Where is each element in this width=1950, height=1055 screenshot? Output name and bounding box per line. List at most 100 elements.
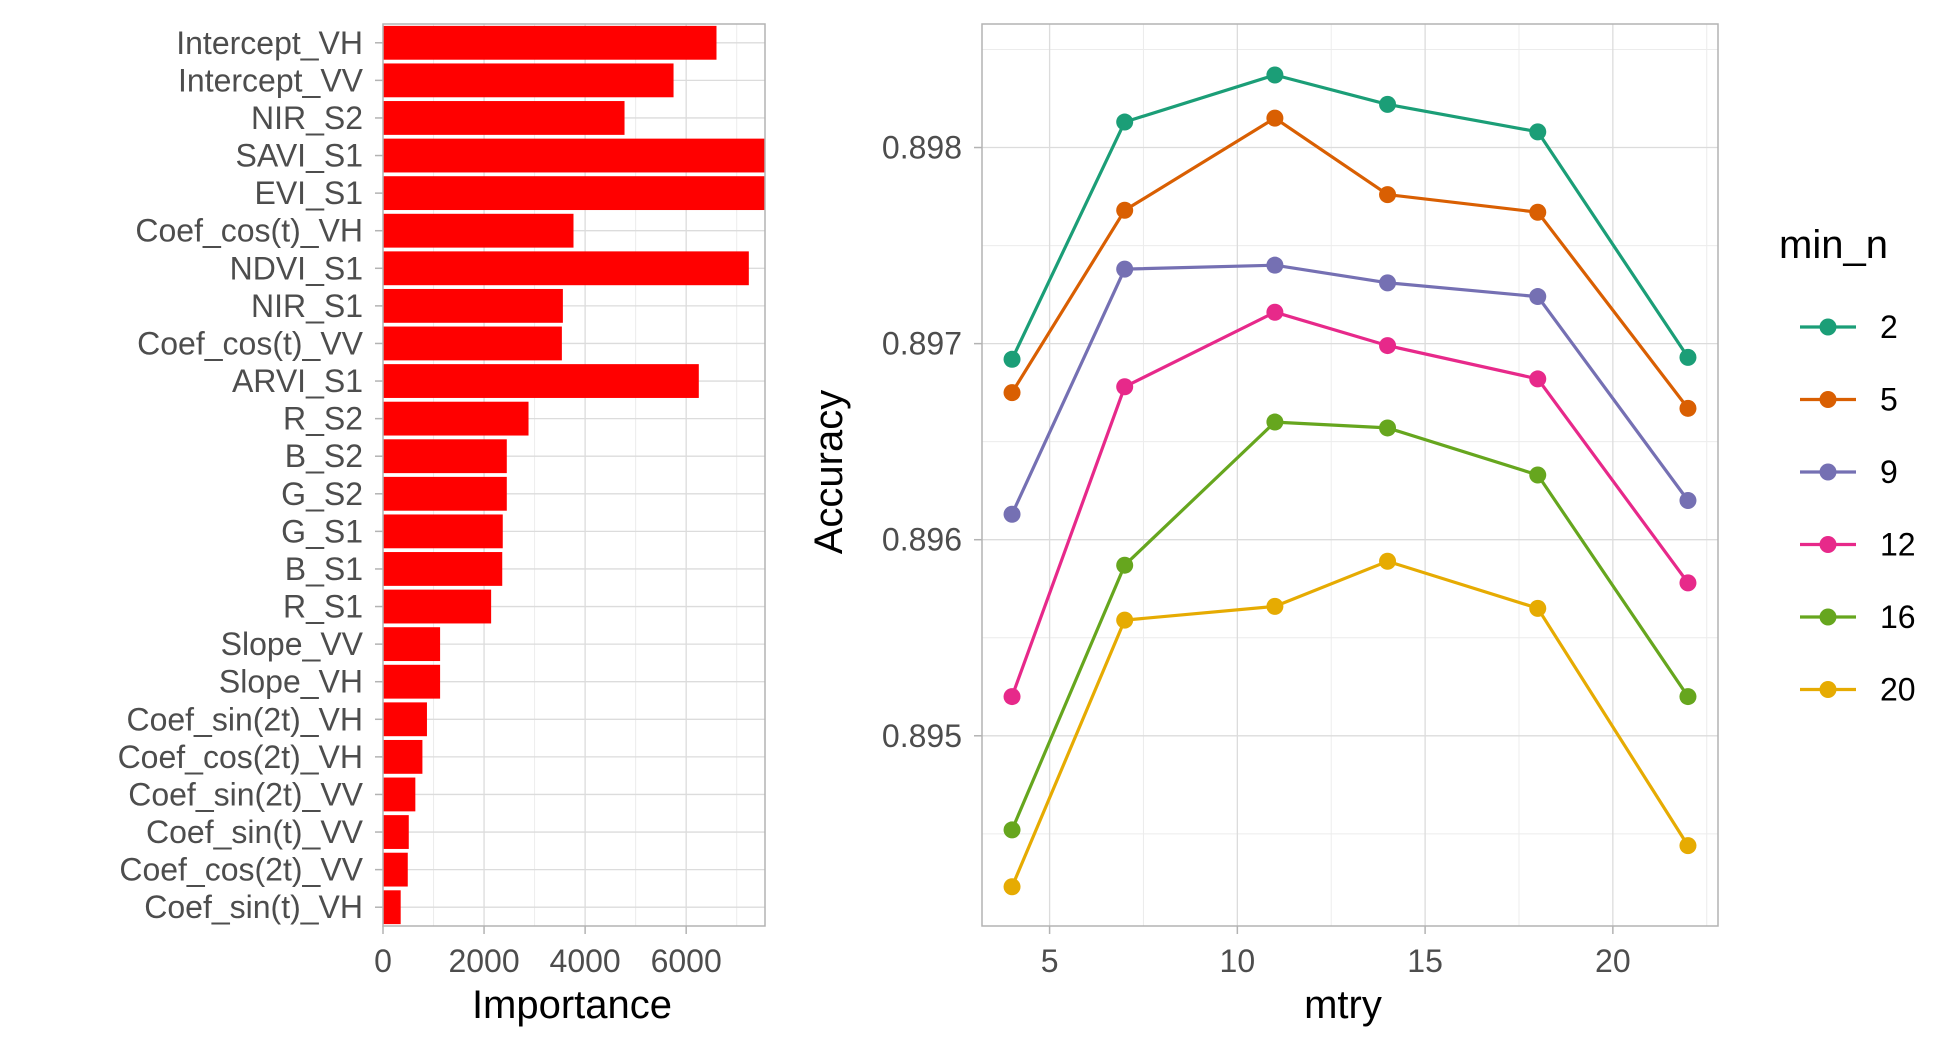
series-line-12 [1010, 310, 1690, 698]
accuracy-x-tick-labels: 5 10 15 20 [1041, 926, 1631, 979]
series-point-16 [1379, 419, 1397, 437]
importance-bar [383, 326, 562, 361]
importance-x-tick-label: 6000 [651, 943, 722, 979]
importance-bar [383, 890, 401, 925]
importance-bar [383, 288, 563, 323]
series-point-2 [1529, 123, 1547, 141]
importance-bar [383, 439, 507, 474]
series-point-5 [1003, 384, 1021, 402]
series-point-9 [1379, 274, 1397, 292]
importance-category-label: Coef_sin(2t)_VH [126, 701, 363, 737]
accuracy-x-tick-label: 20 [1595, 943, 1631, 979]
series-point-16 [1003, 821, 1021, 839]
series-point-16 [1529, 466, 1547, 484]
importance-category-label: Slope_VH [219, 664, 363, 700]
importance-category-label: Coef_sin(t)_VH [144, 889, 363, 925]
importance-category-label: NIR_S1 [251, 288, 363, 324]
importance-bar [383, 25, 717, 60]
accuracy-series-points [1003, 66, 1697, 896]
accuracy-grid [982, 24, 1718, 926]
importance-bar [383, 739, 423, 774]
importance-x-tick-labels: 0 2000 4000 6000 [374, 926, 722, 979]
importance-x-axis-label: Importance [472, 983, 672, 1027]
series-point-12 [1116, 378, 1134, 396]
importance-bar [383, 852, 408, 887]
legend-key-point-12 [1819, 536, 1837, 553]
importance-x-tick-label: 2000 [448, 943, 519, 979]
series-point-16 [1116, 556, 1134, 574]
importance-bar [383, 476, 507, 511]
series-point-9 [1679, 491, 1697, 509]
importance-bar [383, 213, 574, 248]
series-line-9 [1010, 263, 1690, 515]
series-point-2 [1116, 113, 1134, 131]
series-point-12 [1379, 337, 1397, 355]
legend-label-12: 12 [1880, 527, 1916, 563]
importance-category-label: B_S1 [285, 551, 363, 587]
importance-category-label: EVI_S1 [254, 175, 363, 211]
importance-category-label: G_S1 [281, 513, 363, 549]
importance-bar [383, 401, 529, 436]
importance-category-label: R_S2 [283, 401, 363, 437]
importance-bars [383, 25, 766, 925]
importance-panel: Intercept_VHIntercept_VVNIR_S2SAVI_S1EVI… [118, 23, 766, 1027]
series-point-16 [1266, 413, 1284, 431]
series-point-2 [1679, 348, 1697, 366]
series-point-9 [1529, 288, 1547, 306]
series-point-16 [1679, 688, 1697, 706]
importance-bar [383, 589, 492, 624]
legend: min_n 2 5 9 12 16 20 [1779, 223, 1916, 708]
series-point-9 [1266, 256, 1284, 274]
importance-x-tick-label: 4000 [550, 943, 621, 979]
accuracy-x-tick-label: 15 [1407, 943, 1443, 979]
series-point-5 [1266, 109, 1284, 127]
accuracy-series-lines [1010, 73, 1690, 888]
importance-category-label: Coef_sin(2t)_VV [128, 776, 363, 812]
accuracy-x-tick-label: 10 [1220, 943, 1256, 979]
legend-label-5: 5 [1880, 382, 1898, 418]
legend-key-point-5 [1819, 391, 1837, 408]
series-point-2 [1266, 66, 1284, 84]
importance-category-label: Coef_cos(2t)_VH [118, 739, 363, 775]
importance-bar [383, 176, 766, 211]
accuracy-x-axis-label: mtry [1304, 983, 1382, 1027]
importance-bar [383, 664, 441, 699]
legend-key-point-2 [1819, 318, 1837, 336]
accuracy-x-tick-label: 5 [1041, 943, 1059, 979]
importance-bar [383, 777, 416, 812]
series-point-20 [1679, 837, 1697, 855]
importance-category-label: Coef_cos(t)_VV [137, 325, 364, 361]
series-point-12 [1529, 370, 1547, 388]
series-point-5 [1379, 186, 1397, 204]
accuracy-y-axis-label: Accuracy [807, 390, 851, 555]
importance-bar [383, 101, 625, 135]
legend-label-20: 20 [1880, 672, 1916, 708]
series-point-12 [1266, 303, 1284, 321]
importance-y-tick-labels: Intercept_VHIntercept_VVNIR_S2SAVI_S1EVI… [118, 25, 383, 925]
importance-category-label: R_S1 [283, 589, 363, 625]
accuracy-panel-border [981, 23, 1719, 927]
series-point-12 [1003, 688, 1021, 706]
series-point-20 [1529, 599, 1547, 617]
legend-label-2: 2 [1880, 309, 1898, 345]
legend-key-point-20 [1819, 681, 1837, 698]
accuracy-y-tick-label: 0.896 [882, 522, 962, 558]
importance-bar [383, 514, 503, 549]
accuracy-y-tick-labels: 0.895 0.896 0.897 0.898 [882, 130, 982, 754]
importance-category-label: NIR_S2 [251, 100, 363, 136]
importance-category-label: SAVI_S1 [236, 138, 363, 174]
series-point-20 [1116, 611, 1134, 629]
series-point-5 [1529, 203, 1547, 221]
series-line-2 [1010, 73, 1690, 360]
accuracy-y-tick-label: 0.898 [882, 130, 962, 166]
series-point-5 [1116, 201, 1134, 219]
accuracy-panel: 0.895 0.896 0.897 0.898 5 10 15 20 mtry Accura… [807, 23, 1719, 1027]
series-point-12 [1679, 574, 1697, 592]
legend-key-point-16 [1819, 608, 1837, 626]
series-point-5 [1679, 399, 1697, 417]
series-point-2 [1003, 350, 1021, 368]
importance-bar [383, 364, 699, 398]
importance-bar [383, 552, 503, 586]
importance-category-label: NDVI_S1 [230, 250, 363, 286]
